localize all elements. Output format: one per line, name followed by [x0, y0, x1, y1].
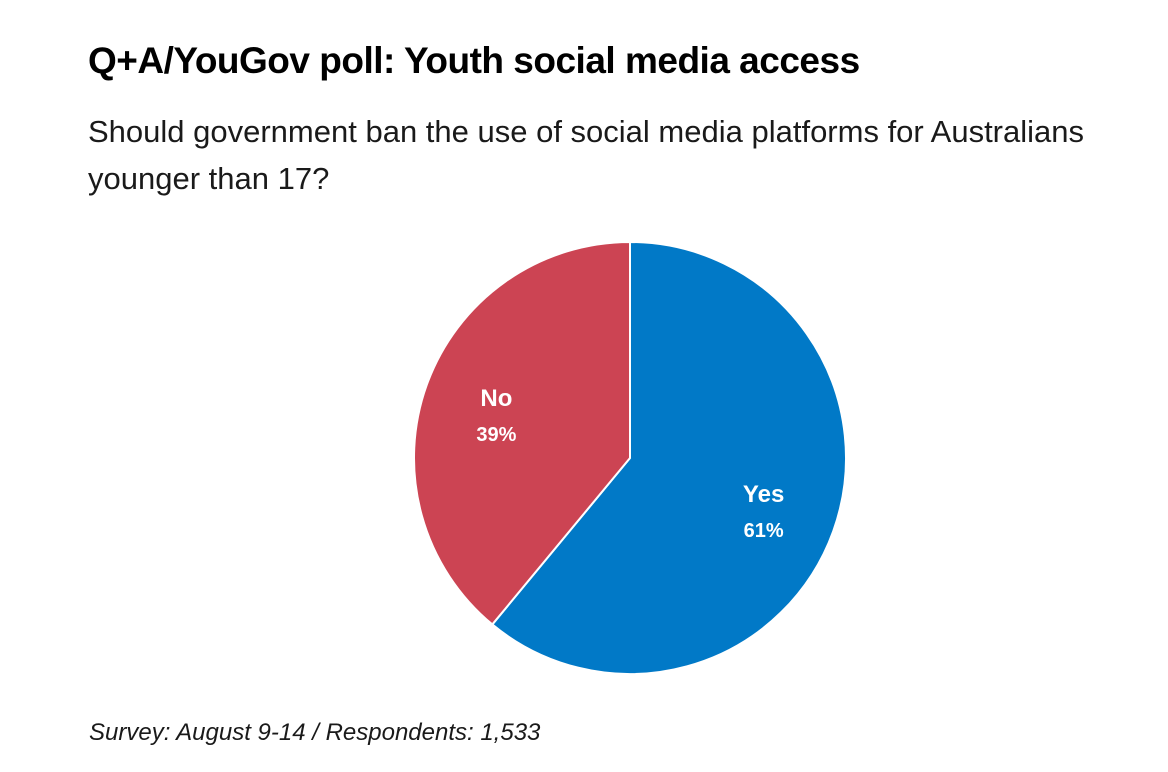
slice-value-yes: 61% — [744, 520, 784, 542]
pie-labels: Yes 61% No 39% — [476, 385, 784, 542]
pie-slice-yes — [491, 241, 847, 675]
slice-label-no: No — [480, 385, 512, 412]
pie-slice-no — [413, 241, 631, 626]
slice-label-yes: Yes — [743, 481, 784, 508]
slice-value-no: 39% — [476, 424, 516, 446]
survey-footnote: Survey: August 9-14 / Respondents: 1,533 — [89, 719, 541, 746]
pie-slices — [413, 241, 847, 675]
chart-subtitle: Should government ban the use of social … — [88, 114, 1084, 196]
chart-title: Q+A/YouGov poll: Youth social media acce… — [88, 40, 860, 81]
